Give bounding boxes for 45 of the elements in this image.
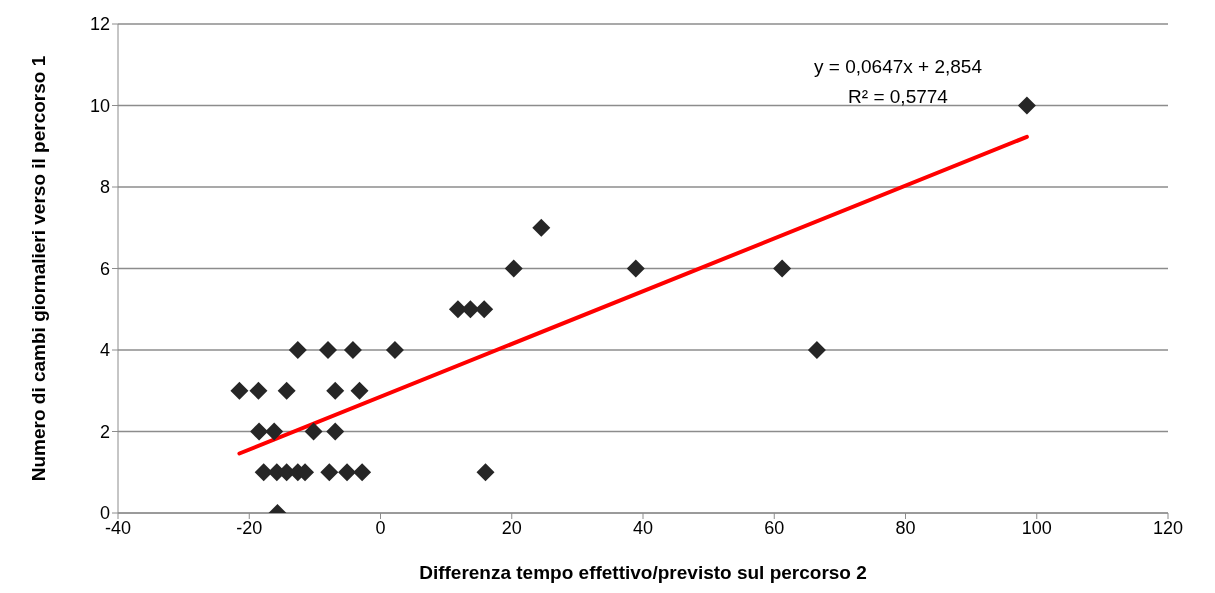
- point: [353, 463, 372, 482]
- point: [504, 259, 523, 278]
- y-tick-label: 8: [99, 177, 110, 198]
- x-tick-label: 120: [1152, 517, 1184, 538]
- annotation: R² = 0,5774: [847, 85, 949, 109]
- y-tick-label: 12: [89, 14, 110, 35]
- x-tick-label: 60: [764, 517, 785, 538]
- point: [326, 381, 345, 400]
- x-tick-label: 80: [895, 517, 916, 538]
- y-axis-title: Numero di cambi giornalieri verso il percorso 1: [27, 55, 49, 482]
- x-tick-label: 0: [375, 517, 386, 538]
- x-tick-label: 40: [632, 517, 654, 538]
- y-tick-label: 2: [99, 421, 110, 442]
- point: [448, 300, 467, 319]
- point: [277, 381, 296, 400]
- point: [626, 259, 645, 278]
- point: [230, 381, 249, 400]
- point: [288, 341, 307, 359]
- y-tick-label: 10: [89, 95, 110, 116]
- point: [254, 463, 273, 482]
- point: [250, 422, 269, 441]
- point: [343, 341, 362, 359]
- point: [350, 381, 369, 400]
- point: [265, 422, 284, 441]
- point: [326, 422, 345, 441]
- y-tick-label: 0: [99, 503, 110, 524]
- point: [320, 463, 339, 482]
- point: [807, 341, 826, 359]
- x-tick-label: 100: [1021, 517, 1052, 538]
- x-axis-title: Differenza tempo effettivo/previsto sul percorso 2: [419, 562, 867, 583]
- point: [249, 381, 268, 400]
- point: [304, 422, 323, 441]
- annotation: y = 0,0647x + 2,854: [813, 55, 983, 79]
- x-tick-label: -20: [236, 517, 263, 538]
- y-tick-label: 4: [99, 340, 110, 361]
- y-tick-label: 6: [99, 258, 110, 279]
- point: [773, 259, 792, 278]
- point: [475, 300, 494, 319]
- point: [532, 218, 551, 237]
- point: [476, 463, 495, 482]
- point: [385, 341, 404, 359]
- point: [319, 341, 337, 359]
- x-tick-label: 20: [501, 517, 522, 538]
- point: [1017, 96, 1036, 115]
- point: [338, 463, 357, 482]
